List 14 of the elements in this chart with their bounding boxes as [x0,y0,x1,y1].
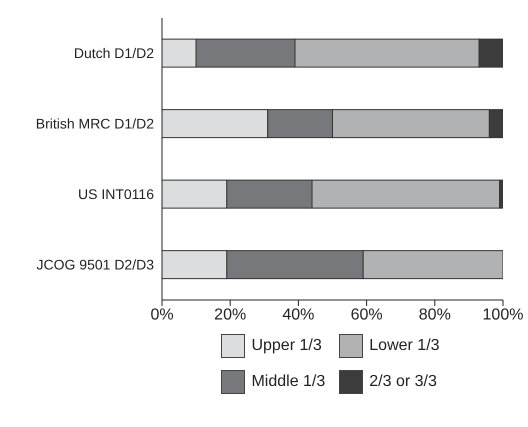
x-tick-label: 60% [350,306,383,324]
x-tick-label: 0% [150,306,174,324]
x-tick-label: 20% [214,306,246,324]
y-tick-label: Dutch D1/D2 [74,45,154,62]
x-tick-label: 40% [282,306,314,324]
legend-label: Lower 1/3 [369,337,440,355]
x-tick-label: 80% [418,306,451,324]
y-tick-label: JCOG 9501 D2/D3 [36,256,154,273]
legend-label: 2/3 or 3/3 [369,373,437,391]
y-tick-label: British MRC D1/D2 [36,116,154,132]
legend-label: Upper 1/3 [251,337,322,355]
y-tick-label: US INT0116 [78,186,154,202]
x-tick-label: 100% [482,306,524,324]
legend-label: Middle 1/3 [251,373,326,391]
